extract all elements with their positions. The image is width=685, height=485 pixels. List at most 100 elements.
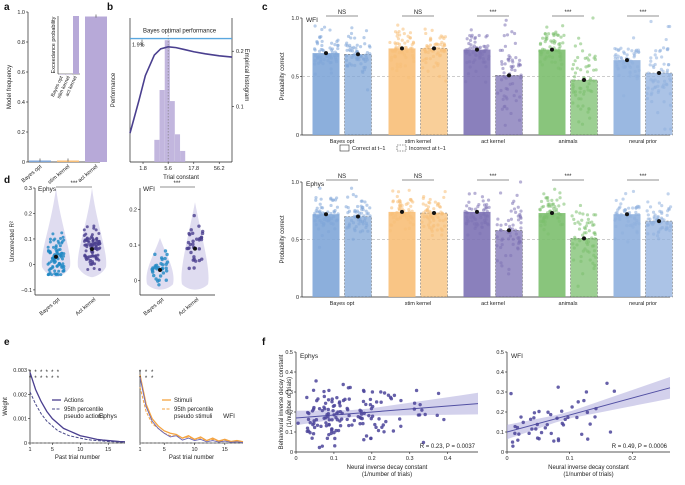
c-data-point <box>398 33 402 37</box>
c-data-point <box>482 44 486 48</box>
e-ytick-label: 0.001 <box>13 417 27 423</box>
e-sig-star: * <box>139 370 142 376</box>
c-data-point <box>320 220 324 225</box>
d-ephys-point <box>91 254 95 258</box>
d-wfi-ytick-label: 0.1 <box>129 243 137 249</box>
c-data-point <box>348 43 352 47</box>
d-ephys-point <box>57 269 61 273</box>
c-data-point <box>428 201 432 205</box>
f-ytick-label: 0 <box>501 450 504 456</box>
c-data-point <box>469 28 473 32</box>
c-data-point <box>503 44 508 48</box>
c-data-point <box>511 82 515 86</box>
c-data-point <box>424 61 428 65</box>
c-data-point <box>512 31 517 36</box>
c-data-point <box>483 60 487 64</box>
c-data-point <box>390 55 394 60</box>
c-data-point <box>666 221 670 226</box>
c-data-point <box>329 67 333 71</box>
c-data-point <box>550 198 554 203</box>
c-data-point <box>410 46 414 50</box>
c-data-point <box>329 71 333 75</box>
c-data-point <box>362 57 366 61</box>
c-data-point <box>408 197 412 202</box>
d-wfi-point <box>164 278 168 282</box>
c-data-point <box>504 76 508 80</box>
f-data-point <box>543 426 548 430</box>
c-data-point <box>436 63 440 68</box>
c-data-point <box>410 49 414 53</box>
c-data-point <box>407 226 411 230</box>
f-data-point <box>412 407 417 411</box>
c-data-point <box>578 211 582 215</box>
d-ephys-point <box>53 237 57 241</box>
d-wfi-point <box>159 261 163 266</box>
c-legend-correct-label: Correct at t−1 <box>352 146 385 152</box>
c-data-point <box>441 219 445 223</box>
c-data-point <box>591 261 595 265</box>
c-data-point <box>426 69 430 73</box>
c-data-point <box>518 180 523 184</box>
a-inset-ylabel: Exceedance probability <box>51 16 57 73</box>
c-data-point <box>478 51 482 56</box>
c-data-point <box>561 41 565 45</box>
c-group-label: act kernel <box>481 301 505 307</box>
d-ephys-point <box>60 240 64 244</box>
c-data-point <box>650 100 654 104</box>
c-data-point <box>345 226 349 230</box>
f-data-point <box>364 402 368 407</box>
d-wfi-point <box>189 228 193 232</box>
c-mean-marker <box>432 46 436 51</box>
c-data-point <box>623 208 627 212</box>
c-bar-correct-0 <box>312 214 340 297</box>
c-data-point <box>441 35 445 39</box>
c-data-point <box>322 49 326 53</box>
f-data-point <box>423 412 427 417</box>
c-data-point <box>586 217 591 221</box>
c-data-point <box>626 219 630 223</box>
f-data-point <box>580 432 584 436</box>
f-data-point <box>399 398 403 403</box>
c-data-point <box>474 53 478 57</box>
c-data-point <box>483 221 487 225</box>
d-ephys-point <box>46 273 50 277</box>
c-data-point <box>506 57 510 61</box>
f-data-point <box>360 416 364 421</box>
c-data-point <box>502 34 506 38</box>
c-data-point <box>635 218 639 223</box>
e-series-line-1 <box>29 391 126 443</box>
a-ytick-label: 0.6 <box>17 70 25 76</box>
e-sig-star: * <box>151 376 154 382</box>
c-data-point <box>401 51 405 55</box>
e-series-line-0 <box>29 372 126 443</box>
c-data-point <box>545 196 549 200</box>
c-data-point <box>498 48 502 52</box>
f-data-point <box>527 431 531 436</box>
f-data-point <box>317 406 322 411</box>
c-data-point <box>444 79 448 83</box>
c-data-point <box>585 249 589 253</box>
c-data-point <box>347 48 351 52</box>
c-data-point <box>463 209 467 213</box>
panel-label-d: d <box>4 175 10 186</box>
c-data-point <box>479 216 483 220</box>
d-ephys-point <box>89 262 93 266</box>
d-wfi-point <box>158 274 163 278</box>
c-group-label: animals <box>559 139 578 145</box>
e-sig-star: * <box>46 376 49 382</box>
e-sig-star: * <box>29 370 32 376</box>
c-data-point <box>390 48 394 52</box>
c-data-point <box>649 56 653 60</box>
d-ephys-point <box>60 231 64 235</box>
e-xtick-label: 15 <box>105 447 111 453</box>
f-data-point <box>384 419 388 424</box>
e-xtick-label: 5 <box>163 447 166 453</box>
c-bar-incorrect-1 <box>420 48 448 136</box>
c-mean-marker <box>475 209 479 214</box>
f-data-point <box>556 385 560 389</box>
c-data-point <box>557 42 561 46</box>
c-data-point <box>513 228 518 232</box>
c-data-point <box>519 209 523 213</box>
d-wfi-point <box>157 278 161 282</box>
c-data-point <box>558 191 562 195</box>
